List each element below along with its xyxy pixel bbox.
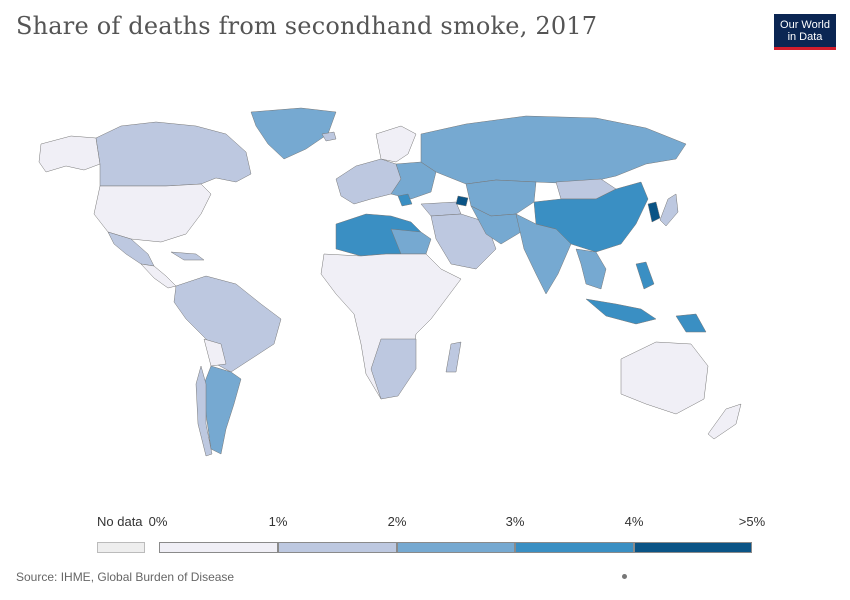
region-australia: [620, 341, 709, 415]
legend-tick: 4%: [624, 514, 644, 529]
region-central-america: [140, 263, 177, 289]
region-canada: [95, 121, 252, 187]
legend-tick: 3%: [505, 514, 525, 529]
legend-bin-1[interactable]: [278, 542, 397, 553]
region-southeast-asia: [575, 248, 607, 290]
legend-no-data-label: No data: [97, 514, 143, 529]
region-bolivia: [203, 338, 227, 367]
region-southern-africa: [370, 338, 417, 400]
timeline-dot[interactable]: [622, 574, 627, 579]
region-png: [675, 313, 707, 333]
region-chile: [195, 365, 213, 457]
region-alaska: [38, 135, 101, 173]
region-russia: [420, 115, 687, 185]
legend-tick: 1%: [268, 514, 288, 529]
region-scandinavia: [375, 125, 417, 163]
region-china: [533, 181, 649, 253]
region-new-zealand: [707, 403, 742, 440]
legend-tick: 2%: [387, 514, 407, 529]
region-caucasus: [455, 195, 469, 207]
legend-tick: >5%: [738, 514, 766, 529]
owid-logo[interactable]: Our World in Data: [774, 14, 836, 50]
logo-line-2: in Data: [787, 30, 823, 43]
region-japan: [659, 193, 679, 227]
legend-tick: 0%: [148, 514, 168, 529]
region-egypt: [390, 228, 432, 255]
region-turkey: [420, 201, 462, 217]
region-madagascar: [445, 341, 462, 373]
chart-title: Share of deaths from secondhand smoke, 2…: [16, 12, 598, 40]
legend-bin-0[interactable]: [159, 542, 278, 553]
region-greenland: [250, 107, 337, 160]
region-europe-west: [335, 158, 402, 205]
region-korea: [647, 201, 661, 223]
legend-bin-4[interactable]: [634, 542, 752, 553]
region-philippines: [635, 261, 655, 290]
region-indonesia: [585, 298, 657, 325]
legend-bin-2[interactable]: [397, 542, 515, 553]
region-caribbean: [170, 251, 205, 261]
world-map: [38, 107, 742, 457]
region-iceland: [321, 131, 337, 142]
legend-no-data-swatch: [97, 542, 145, 553]
region-middle-east: [430, 213, 497, 270]
logo-line-1: Our World: [780, 18, 830, 31]
region-balkans: [397, 193, 413, 207]
map-legend: No data 0% 1% 2% 3% 4% >5%: [0, 510, 850, 560]
legend-bin-3[interactable]: [515, 542, 634, 553]
region-usa: [93, 183, 212, 243]
source-note: Source: IHME, Global Burden of Disease: [16, 570, 235, 584]
region-south-america-north: [173, 275, 282, 373]
